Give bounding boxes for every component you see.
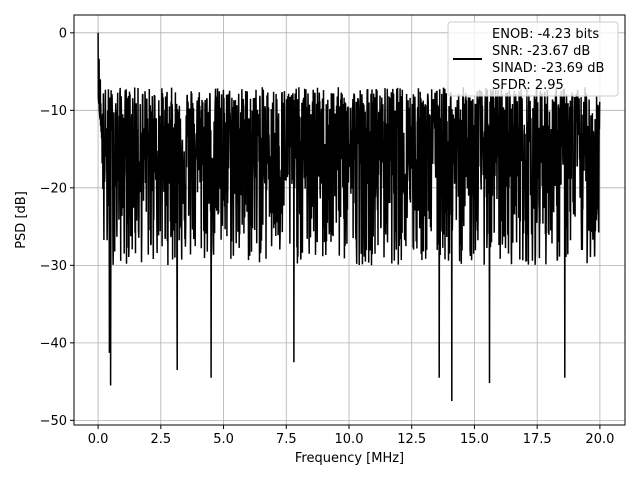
legend-enob: ENOB: -4.23 bits <box>492 27 599 42</box>
legend-box <box>447 21 619 97</box>
y-tick-label: −50 <box>40 414 67 429</box>
legend: ENOB: -4.23 bits SNR: -23.67 dB SINAD: -… <box>447 21 619 97</box>
x-tick-label: 12.5 <box>397 432 426 447</box>
x-tick-label: 2.5 <box>150 432 171 447</box>
x-tick-label: 5.0 <box>213 432 234 447</box>
x-tick-label: 0.0 <box>88 432 109 447</box>
y-tick-label: 0 <box>59 26 67 41</box>
psd-series-line <box>97 32 601 402</box>
y-axis-label: PSD [dB] <box>14 191 29 249</box>
x-tick-label: 20.0 <box>585 432 614 447</box>
x-tick-label: 10.0 <box>335 432 364 447</box>
y-tick-label: −40 <box>40 336 67 351</box>
legend-sfdr: SFDR: 2.95 <box>492 78 564 93</box>
y-tick-label: −30 <box>40 259 67 274</box>
plot-frame <box>73 14 626 426</box>
x-axis-label: Frequency [MHz] <box>295 451 404 466</box>
y-tick-label: −20 <box>40 181 67 196</box>
y-tick-label: −10 <box>40 104 67 119</box>
x-tick-label: 7.5 <box>276 432 297 447</box>
x-tick-label: 17.5 <box>523 432 552 447</box>
x-tick-label: 15.0 <box>460 432 489 447</box>
legend-snr: SNR: -23.67 dB <box>492 44 590 59</box>
legend-sinad: SINAD: -23.69 dB <box>492 61 604 76</box>
axis-ticks: 0.0 2.5 5.0 7.5 10.0 12.5 15.0 17.5 20.0 0 −10 −20 −… <box>40 26 615 447</box>
